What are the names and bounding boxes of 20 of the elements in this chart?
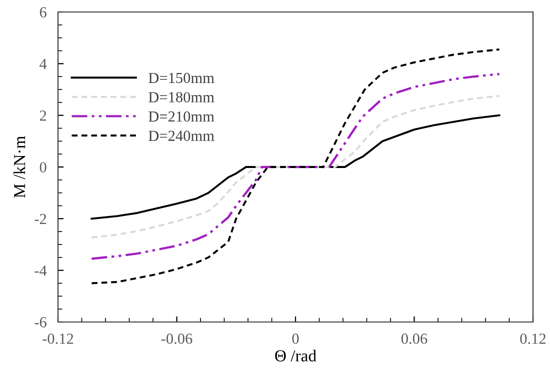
legend-label: D=180mm	[148, 92, 214, 102]
y-axis-title: M /kN·m	[13, 136, 26, 198]
y-tick-label: -6	[34, 317, 46, 328]
x-tick-label: 0	[292, 334, 299, 344]
x-tick-label: 0.12	[520, 334, 546, 344]
y-tick-label: 0	[40, 162, 46, 172]
y-tick-label: -4	[34, 266, 47, 276]
y-tick-label: 6	[40, 7, 46, 18]
x-tick-label: 0.06	[401, 334, 428, 344]
x-tick-label: -0.12	[42, 334, 74, 344]
legend-label: D=210mm	[148, 111, 214, 122]
y-tick-label: 2	[40, 110, 46, 121]
line-series	[90, 72, 500, 260]
legend-label: D=240mm	[148, 130, 214, 141]
x-axis-title: Θ /rad	[275, 350, 316, 362]
line-series	[90, 48, 500, 284]
y-tick-label: -2	[34, 214, 46, 224]
x-tick-label: -0.06	[161, 334, 192, 344]
legend-label: D=150mm	[148, 72, 214, 84]
y-tick-label: 4	[40, 58, 47, 69]
